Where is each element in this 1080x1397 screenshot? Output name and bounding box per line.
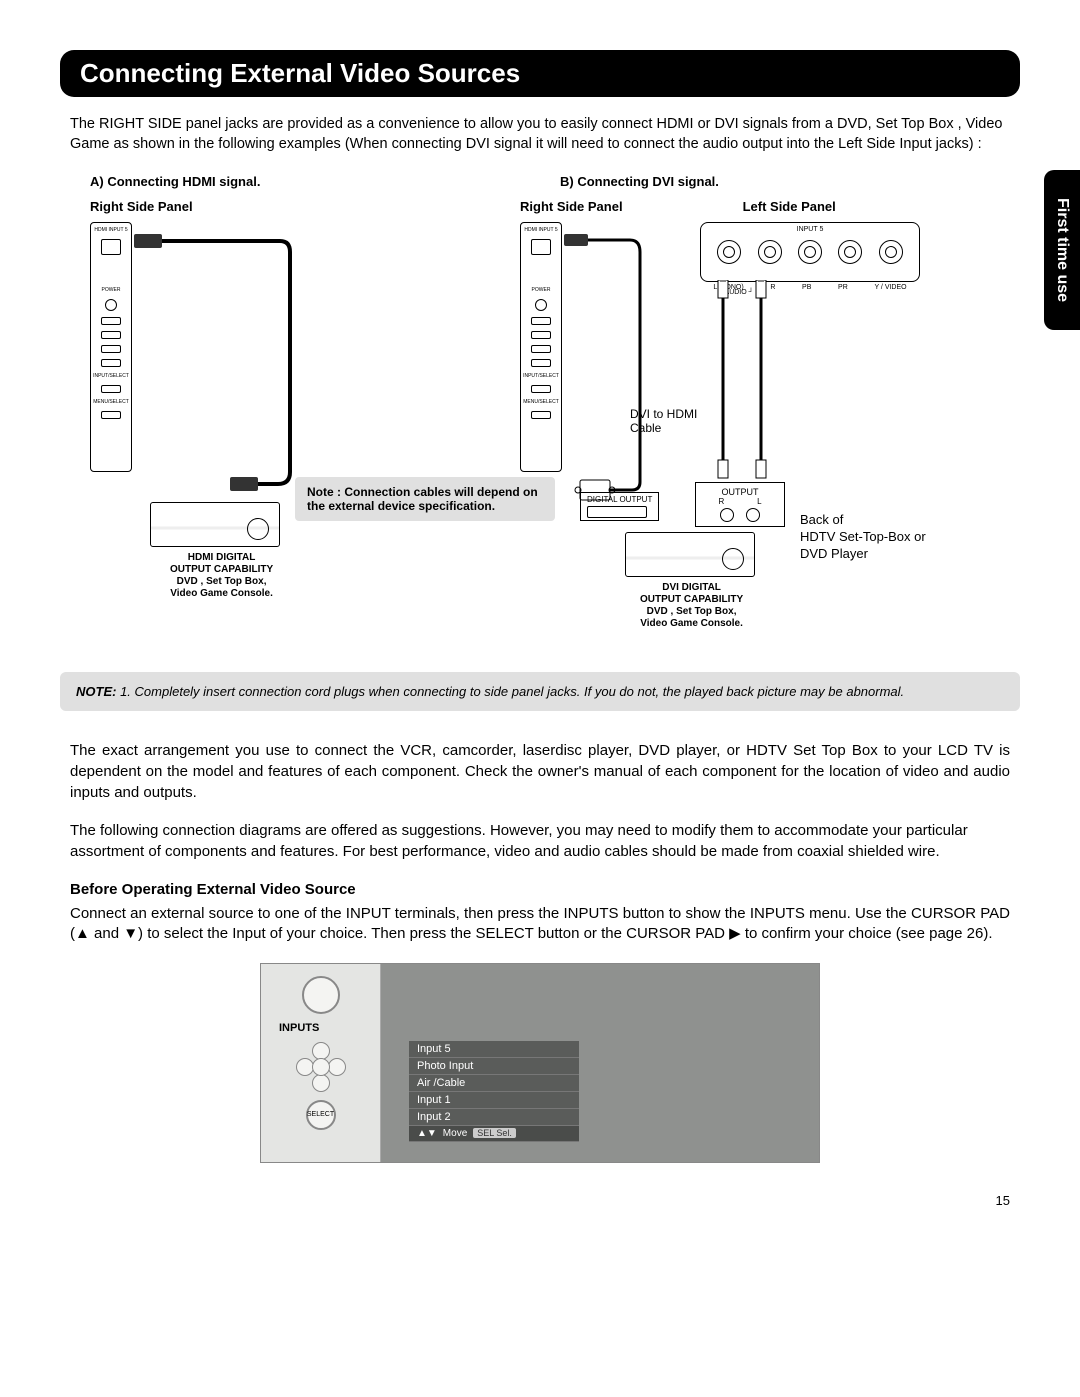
page-number: 15 [60, 1193, 1020, 1208]
page-title: Connecting External Video Sources [60, 50, 1020, 97]
hdmi-cable-icon [130, 232, 330, 502]
dev-cap: DVD , Set Top Box, [640, 606, 743, 618]
menu-item: Input 5 [409, 1041, 579, 1058]
audio-cable-r-icon [748, 280, 828, 500]
jack-label: Y / VIDEO [874, 284, 906, 291]
col-b-header: B) Connecting DVI signal. [560, 174, 1020, 189]
dvi-device-icon [625, 532, 755, 577]
menu-hint: ▲▼ Move SEL Sel. [409, 1126, 579, 1142]
dvi-cable-label: DVI to HDMI Cable [630, 407, 710, 435]
col-a-header: A) Connecting HDMI signal. [90, 174, 490, 189]
col-a-panel-label: Right Side Panel [90, 199, 490, 214]
dev-cap: HDMI DIGITAL [170, 552, 273, 564]
column-b: B) Connecting DVI signal. Right Side Pan… [520, 174, 1020, 652]
dev-cap: DVD , Set Top Box, [170, 576, 273, 588]
paragraph-2: The following connection diagrams are of… [70, 821, 1010, 862]
audio-l-jack-icon [717, 240, 741, 264]
select-button-icon: SELECT [306, 1100, 336, 1130]
paragraph-1: The exact arrangement you use to connect… [70, 741, 1010, 803]
stb-label: HDTV Set-Top-Box or [800, 529, 926, 546]
col-b-panel-label: Right Side Panel [520, 199, 623, 214]
dvd-label: DVD Player [800, 546, 926, 563]
side-tab: First time use [1044, 170, 1080, 330]
dvi-hdmi-cable-icon [560, 232, 680, 512]
pr-jack-icon [838, 240, 862, 264]
right-side-panel-a: HDMI INPUT 5 POWER INPUT/SELECT MENU/SEL… [90, 222, 132, 472]
menu-item: Air /Cable [409, 1075, 579, 1092]
cursor-pad-icon [296, 1042, 346, 1092]
cable-note-callout: Note : Connection cables will depend on … [295, 477, 555, 521]
note-block: NOTE: 1. Completely insert connection co… [60, 672, 1020, 711]
hdmi-port-icon [101, 239, 121, 255]
before-operating-text: Connect an external source to one of the… [70, 904, 1010, 945]
col-b-left-panel-label: Left Side Panel [743, 199, 836, 214]
dev-cap: OUTPUT CAPABILITY [170, 564, 273, 576]
back-of-label: Back of [800, 512, 926, 529]
left-side-panel-jacks: INPUT 5 [700, 222, 920, 282]
audio-r-jack-icon [758, 240, 782, 264]
inputs-menu: Input 5 Photo Input Air /Cable Input 1 I… [409, 1041, 579, 1142]
pb-jack-icon [798, 240, 822, 264]
stb-output-box: OUTPUT RL [695, 482, 785, 527]
column-a: A) Connecting HDMI signal. Right Side Pa… [90, 174, 490, 652]
digital-output-box: DIGITAL OUTPUT [580, 492, 659, 521]
inputs-button-icon [302, 976, 340, 1014]
hdmi-device-icon [150, 502, 280, 547]
jack-label: PR [838, 284, 848, 291]
before-operating-heading: Before Operating External Video Source [70, 881, 1010, 898]
dev-cap: Video Game Console. [640, 618, 743, 630]
menu-item: Photo Input [409, 1058, 579, 1075]
intro-text: The RIGHT SIDE panel jacks are provided … [70, 115, 1010, 154]
inputs-label: INPUTS [279, 1022, 319, 1034]
y-video-jack-icon [879, 240, 903, 264]
note-text: 1. Completely insert connection cord plu… [120, 684, 904, 699]
input5-label: INPUT 5 [701, 226, 919, 233]
dev-cap: OUTPUT CAPABILITY [640, 594, 743, 606]
diagram-section: A) Connecting HDMI signal. Right Side Pa… [90, 174, 1010, 652]
right-side-panel-b: HDMI INPUT 5 POWER INPUT/SELECT MENU/SEL… [520, 222, 562, 472]
menu-item: Input 2 [409, 1109, 579, 1126]
remote-inputs-diagram: INPUTS SELECT Input 5 Photo Input Air /C… [260, 963, 820, 1163]
note-label: NOTE: [76, 684, 116, 699]
dev-cap: Video Game Console. [170, 588, 273, 600]
dev-cap: DVI DIGITAL [640, 582, 743, 594]
menu-item: Input 1 [409, 1092, 579, 1109]
